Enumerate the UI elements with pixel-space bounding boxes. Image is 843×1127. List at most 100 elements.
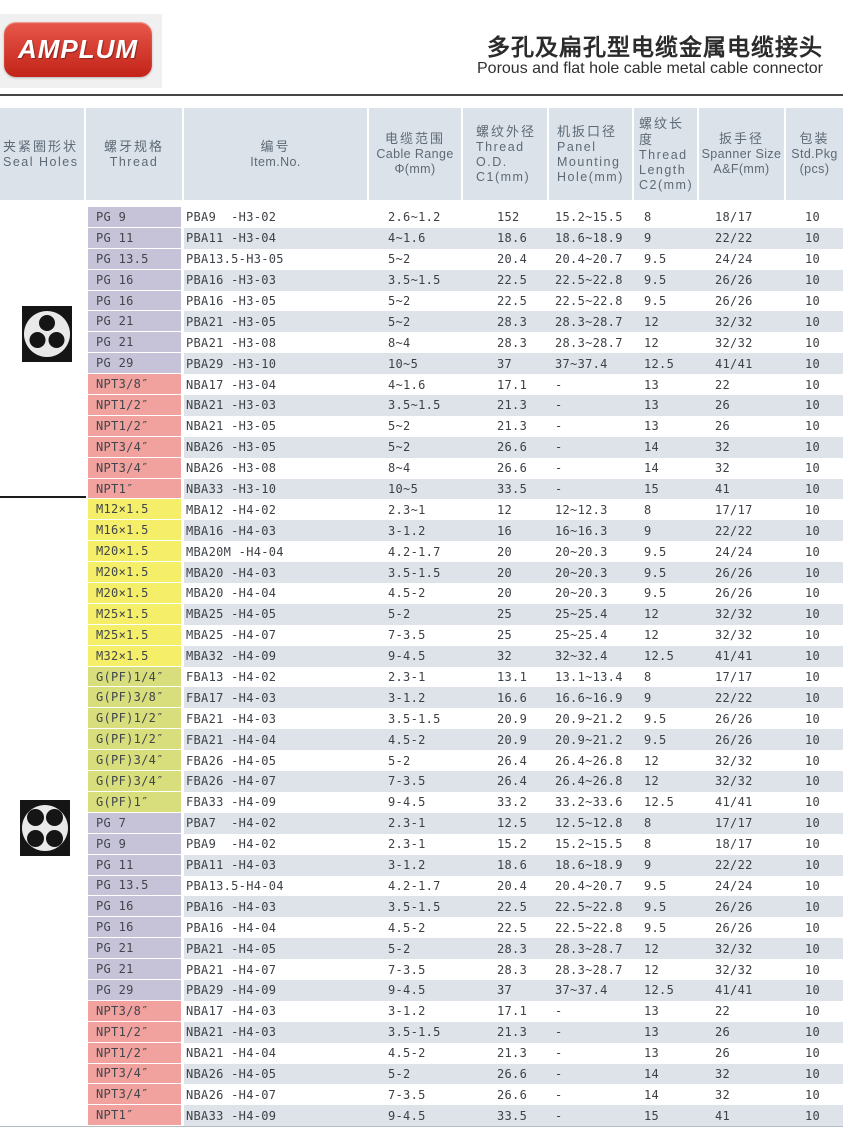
thread-label-cell: PG 16	[86, 896, 184, 918]
cell-cable: 4.2-1.7	[388, 544, 441, 559]
thread-label: G(PF)1/2″	[88, 729, 181, 750]
thread-label: NPT1/2″	[88, 1021, 181, 1042]
cell-c1: 25	[497, 628, 513, 643]
cell-pkg: 10	[786, 562, 843, 584]
thread-label: G(PF)1/2″	[88, 708, 181, 729]
cell-spanner: 32/32	[715, 962, 753, 977]
cell-cable: 5-2	[369, 1063, 463, 1085]
cell-cable: 5-2	[388, 753, 411, 768]
cell-spanner: 32	[699, 436, 786, 458]
thread-label-cell: PG 29	[86, 979, 184, 1001]
cell-pkg: 10	[805, 962, 821, 977]
cell-cable: 10~5	[369, 478, 463, 500]
cell-spanner: 26/26	[715, 294, 753, 308]
cell-seal	[0, 457, 86, 479]
cell-item: NBA21 -H3-05	[186, 419, 277, 434]
cell-cable: 3-1.2	[369, 520, 463, 542]
thread-label: M32×1.5	[88, 645, 181, 666]
cell-c1: 17.1	[497, 1004, 528, 1019]
column-header-c2: 螺纹长度 Thread Length C2(mm)	[634, 108, 699, 200]
cell-panel: 26.4~26.8	[549, 771, 634, 792]
cell-c2: 9.5	[634, 896, 699, 918]
cell-spanner: 26/26	[699, 896, 786, 918]
cell-c2: 13	[634, 395, 699, 416]
thread-label: G(PF)3/4″	[88, 750, 181, 771]
cell-panel: -	[555, 461, 563, 476]
cell-item: PBA21 -H4-07	[186, 962, 277, 977]
cell-c1: 20.4	[497, 252, 528, 267]
cell-seal	[0, 478, 86, 500]
table-row: PG 29 PBA29 -H4-09 9-4.5 37 37~37.4 12.5 41/41…	[0, 979, 843, 1001]
thread-label-cell: PG 21	[86, 311, 184, 333]
cell-cable: 9-4.5	[388, 795, 426, 810]
cell-c2: 14	[644, 1087, 660, 1102]
cell-pkg: 10	[786, 979, 843, 1001]
table-row: M32×1.5 MBA32 -H4-09 9-4.5 32 32~32.4 12.5 41/…	[0, 645, 843, 667]
thread-label: NPT3/4″	[88, 1084, 181, 1105]
cell-item: FBA13 -H4-02	[186, 670, 277, 685]
table-row: NPT1″ NBA33 -H4-09 9-4.5 33.5-15 41 10	[0, 1105, 843, 1127]
thread-label: G(PF)1/4″	[88, 666, 181, 687]
thread-label: PG 16	[88, 896, 181, 917]
thread-label: PG 11	[88, 227, 181, 248]
cell-c1: 13.1	[497, 670, 528, 685]
cell-c1: 20	[497, 544, 513, 559]
table-row: PG 11 PBA11 -H4-03 3-1.2 18.6 18.6~18.9 9 22/2…	[0, 854, 843, 876]
thread-label: PG 7	[88, 812, 181, 833]
cell-pkg: 10	[805, 1046, 821, 1061]
cell-spanner: 26/26	[699, 562, 786, 584]
cell-panel: 20.4~20.7	[555, 252, 623, 267]
cell-panel: 25~25.4	[549, 603, 634, 625]
cell-c2: 9.5	[634, 729, 699, 751]
cell-seal	[0, 269, 86, 291]
cell-seal	[0, 750, 86, 772]
cell-item: NBA21 -H4-04	[186, 1046, 277, 1061]
cell-item: FBA17 -H4-03	[184, 687, 369, 709]
thread-label: NPT1″	[88, 1105, 181, 1126]
thread-label: NPT3/4″	[88, 436, 181, 457]
thread-label-cell: G(PF)1″	[86, 791, 184, 813]
thread-label: PG 21	[88, 938, 181, 959]
cell-spanner: 26/26	[715, 711, 753, 726]
column-header-item: 编号 Item.No.	[184, 108, 369, 200]
cell-c2: 9.5	[644, 920, 667, 935]
cell-cable: 9-4.5	[369, 1105, 463, 1127]
cell-panel: 20~20.3	[555, 544, 608, 559]
cell-spanner: 26/26	[699, 729, 786, 751]
cell-c2: 12	[644, 753, 660, 768]
thread-label-cell: PG 29	[86, 353, 184, 375]
cell-seal	[0, 415, 86, 437]
cell-pkg: 10	[805, 795, 821, 810]
cell-cable: 4~1.6	[388, 377, 426, 392]
cell-cable: 8~4	[388, 335, 411, 350]
cell-c2: 9.5	[644, 878, 667, 893]
cell-pkg: 10	[786, 311, 843, 333]
cell-c2: 12	[634, 938, 699, 960]
cell-c2: 9.5	[644, 252, 667, 267]
cell-panel: 20~20.3	[555, 586, 608, 601]
table-row: G(PF)1″ FBA33 -H4-09 9-4.5 33.2 33.2~33.6 12.…	[0, 791, 843, 813]
cell-pkg: 10	[805, 753, 821, 768]
cell-panel: -	[555, 419, 563, 434]
cell-pkg: 10	[786, 603, 843, 625]
cell-pkg: 10	[786, 1105, 843, 1127]
cell-panel: -	[549, 1105, 634, 1127]
cell-spanner: 41/41	[699, 353, 786, 375]
cell-panel: -	[549, 478, 634, 500]
cell-item: FBA21 -H4-03	[186, 711, 277, 726]
table-row: G(PF)1/4″ FBA13 -H4-02 2.3-1 13.1 13.1~13.4 8…	[0, 666, 843, 688]
thread-label: PG 21	[88, 959, 181, 979]
thread-label: PG 16	[88, 917, 181, 938]
table-row: PG 16 PBA16 -H3-03 3.5~1.5 22.5 22.5~22.8 9.5…	[0, 269, 843, 291]
thread-label-cell: PG 16	[86, 917, 184, 939]
cell-panel: 18.6~18.9	[549, 854, 634, 876]
cell-c2: 13	[644, 1004, 660, 1019]
thread-label-cell: NPT1/2″	[86, 1021, 184, 1043]
cell-pkg: 10	[786, 896, 843, 918]
cell-c2: 8	[644, 210, 652, 225]
cell-item: PBA16 -H4-04	[186, 920, 277, 935]
thread-label: M20×1.5	[88, 583, 181, 603]
table-row: PG 13.5 PBA13.5-H4-04 4.2-1.7 20.4 20.4~20.7…	[0, 875, 843, 897]
cell-seal	[0, 624, 86, 646]
column-header-cable: 电缆范围 Cable Range Φ(mm)	[369, 108, 463, 200]
